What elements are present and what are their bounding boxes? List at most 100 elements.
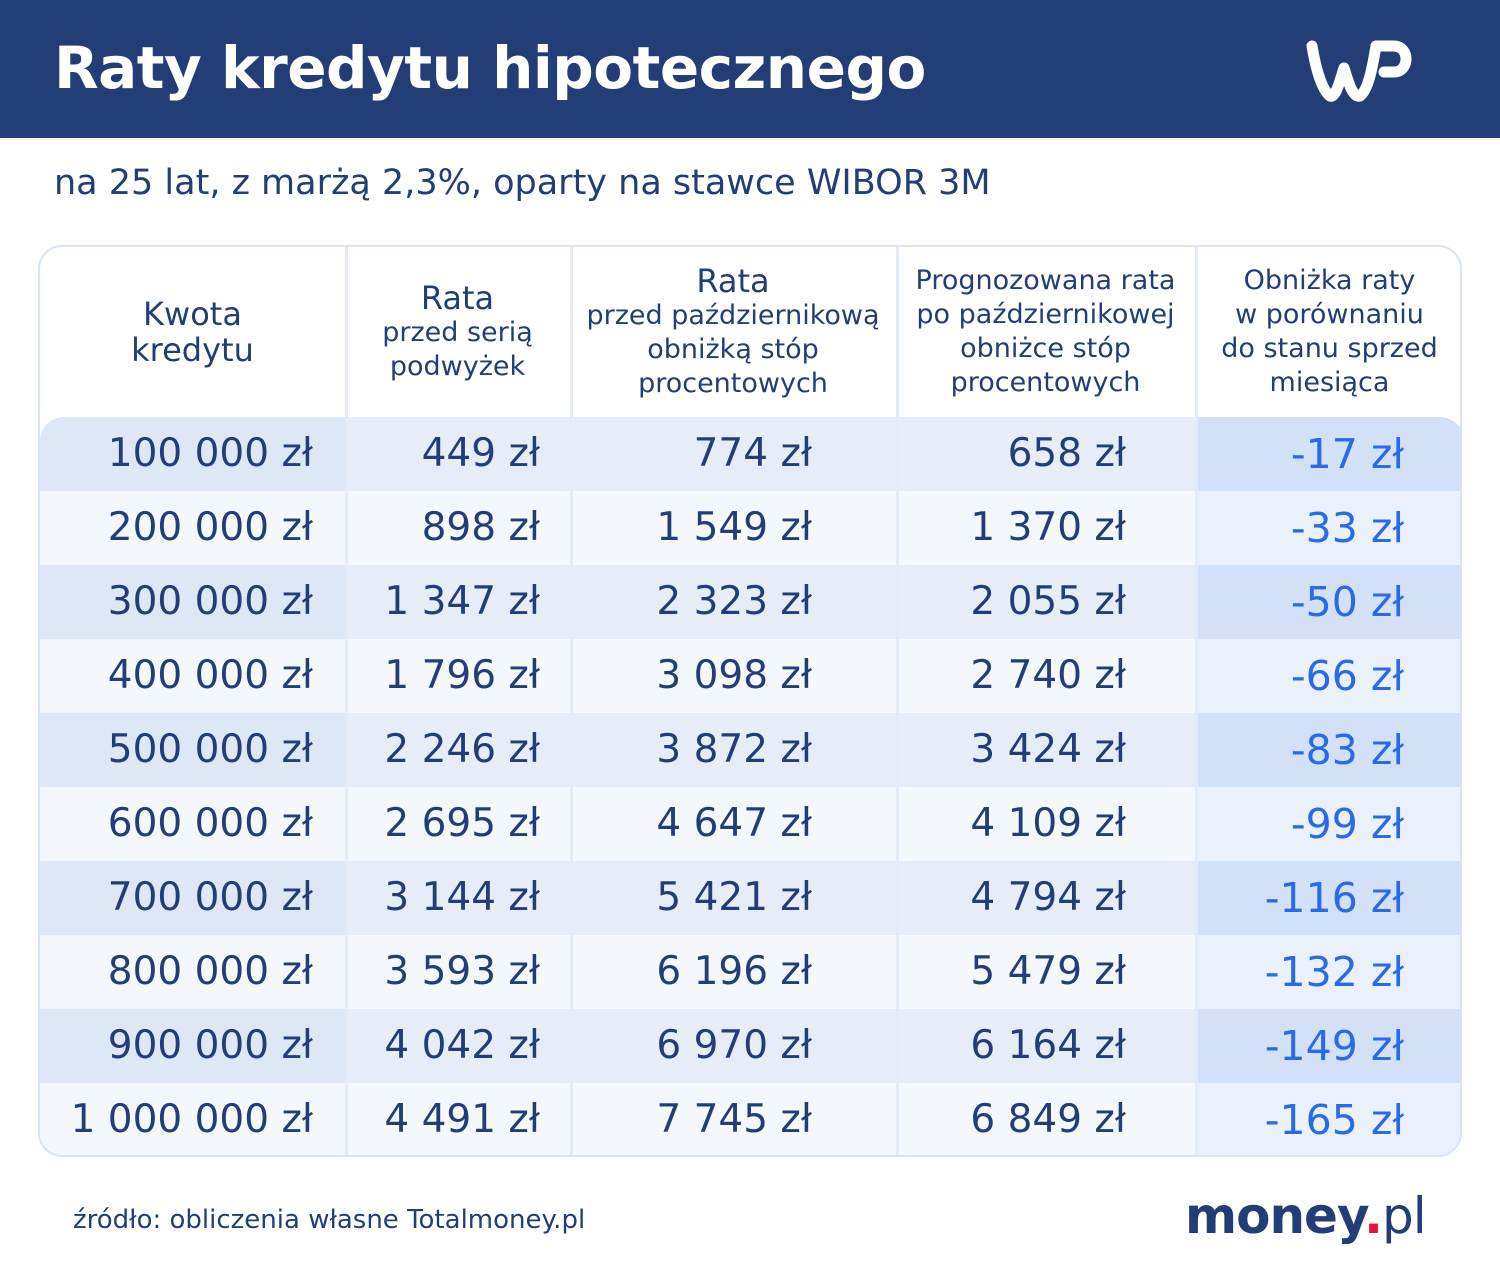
- table-row: 1 000 000 zł 4 491 zł 7 745 zł 6 849 zł -165…: [40, 1083, 1460, 1155]
- row-last-col-background: [1195, 639, 1460, 713]
- column-header-line: po październikowej: [916, 299, 1175, 330]
- column-divider: [570, 247, 573, 1155]
- source-note: źródło: obliczenia własne Totalmoney.pl: [73, 1205, 586, 1235]
- row-last-col-background: [1195, 861, 1460, 935]
- column-header: Rata przed serią podwyżek: [345, 247, 570, 417]
- reduction-cell: -132 zł: [1264, 948, 1404, 996]
- column-header-line: Kwota: [143, 295, 242, 333]
- table-row: 200 000 zł 898 zł 1 549 zł 1 370 zł -33 zł: [40, 491, 1460, 565]
- column-header-line: procentowych: [950, 367, 1141, 398]
- column-header-line: obniżce stóp: [960, 333, 1131, 364]
- table-cell: 200 000 zł: [107, 505, 313, 550]
- header-bar: Raty kredytu hipotecznego WP: [0, 0, 1500, 138]
- table-cell: 4 794 zł: [970, 875, 1126, 920]
- table-cell: 658 zł: [1007, 431, 1126, 476]
- row-last-col-background: [1195, 491, 1460, 565]
- table-cell: 400 000 zł: [107, 653, 313, 698]
- table-cell: 7 745 zł: [656, 1097, 812, 1142]
- table-row: 500 000 zł 2 246 zł 3 872 zł 3 424 zł -83 zł: [40, 713, 1460, 787]
- wp-logo: WP: [1306, 40, 1412, 102]
- reduction-cell: -50 zł: [1290, 578, 1404, 626]
- table-cell: 800 000 zł: [107, 949, 313, 994]
- table-cell: 500 000 zł: [107, 727, 313, 772]
- table-cell: 3 593 zł: [384, 949, 540, 994]
- column-header: Kwota kredytu: [40, 247, 345, 417]
- table-row: 700 000 zł 3 144 zł 5 421 zł 4 794 zł -116 z…: [40, 861, 1460, 935]
- column-divider: [345, 247, 348, 1155]
- table-cell: 6 196 zł: [656, 949, 812, 994]
- brand-main: money: [1185, 1187, 1365, 1245]
- reduction-cell: -99 zł: [1290, 800, 1404, 848]
- table-cell: 6 970 zł: [656, 1023, 812, 1068]
- table-cell: 700 000 zł: [107, 875, 313, 920]
- column-header-line: przed serią: [382, 317, 533, 348]
- brand-tld: pl: [1381, 1187, 1427, 1245]
- table-cell: 1 347 zł: [384, 579, 540, 624]
- column-header-line: Rata: [420, 279, 495, 317]
- table-row: 300 000 zł 1 347 zł 2 323 zł 2 055 zł -50 zł: [40, 565, 1460, 639]
- row-last-col-background: [1195, 1009, 1460, 1083]
- reduction-cell: -149 zł: [1264, 1022, 1404, 1070]
- column-header-line: Prognozowana rata: [915, 265, 1176, 296]
- rates-table: 100 000 zł 449 zł 774 zł 658 zł -17 zł 200 00…: [38, 245, 1462, 1157]
- reduction-cell: -66 zł: [1290, 652, 1404, 700]
- table-row: 600 000 zł 2 695 zł 4 647 zł 4 109 zł -99 zł: [40, 787, 1460, 861]
- column-header-line: miesiąca: [1269, 367, 1390, 398]
- table-cell: 898 zł: [421, 505, 540, 550]
- reduction-cell: -165 zł: [1264, 1096, 1404, 1144]
- column-header-line: procentowych: [638, 368, 828, 399]
- column-header-line: podwyżek: [389, 351, 526, 382]
- row-first-col-background: [40, 417, 345, 491]
- table-cell: 2 246 zł: [384, 727, 540, 772]
- row-first-col-background: [40, 861, 345, 935]
- table-cell: 2 695 zł: [384, 801, 540, 846]
- table-row: 400 000 zł 1 796 zł 3 098 zł 2 740 zł -66 zł: [40, 639, 1460, 713]
- table-cell: 900 000 zł: [107, 1023, 313, 1068]
- table-cell: 6 849 zł: [970, 1097, 1126, 1142]
- table-cell: 5 421 zł: [656, 875, 812, 920]
- table-cell: 1 000 000 zł: [70, 1097, 313, 1142]
- reduction-cell: -83 zł: [1290, 726, 1404, 774]
- table-cell: 449 zł: [421, 431, 540, 476]
- table-cell: 5 479 zł: [970, 949, 1126, 994]
- reduction-cell: -17 zł: [1290, 430, 1404, 478]
- column-header: Prognozowana rata po październikowej obniż…: [896, 247, 1195, 417]
- column-divider: [1195, 247, 1198, 1155]
- reduction-cell: -33 zł: [1290, 504, 1404, 552]
- row-background: [40, 491, 1195, 565]
- table-cell: 600 000 zł: [107, 801, 313, 846]
- column-header-line: Obniżka raty: [1243, 265, 1416, 296]
- table-cell: 100 000 zł: [107, 431, 313, 476]
- row-last-col-background: [1195, 713, 1460, 787]
- brand-dot: .: [1363, 1187, 1383, 1245]
- svg-text:WP: WP: [1306, 40, 1308, 41]
- row-last-col-background: [1195, 935, 1460, 1009]
- page-title: Raty kredytu hipotecznego: [54, 34, 926, 102]
- column-divider: [896, 247, 899, 1155]
- table-cell: 1 549 zł: [656, 505, 812, 550]
- table-cell: 1 796 zł: [384, 653, 540, 698]
- column-header-line: do stanu sprzed: [1221, 333, 1438, 364]
- table-cell: 2 323 zł: [656, 579, 812, 624]
- column-header-line: przed październikową: [586, 300, 880, 331]
- table-cell: 1 370 zł: [970, 505, 1126, 550]
- column-header-line: w porównaniu: [1235, 299, 1424, 330]
- row-first-col-background: [40, 565, 345, 639]
- reduction-cell: -116 zł: [1264, 874, 1404, 922]
- row-last-col-background: [1195, 417, 1460, 491]
- table-cell: 4 491 zł: [384, 1097, 540, 1142]
- table-row: 900 000 zł 4 042 zł 6 970 zł 6 164 zł -149 z…: [40, 1009, 1460, 1083]
- column-header: Rata przed październikową obniżką stóp proc…: [570, 247, 896, 417]
- row-background: [40, 935, 1195, 1009]
- row-background: [40, 639, 1195, 713]
- table-cell: 6 164 zł: [970, 1023, 1126, 1068]
- table-cell: 774 zł: [693, 431, 812, 476]
- row-last-col-background: [1195, 787, 1460, 861]
- subtitle: na 25 lat, z marżą 2,3%, oparty na stawc…: [54, 163, 991, 203]
- row-last-col-background: [1195, 1083, 1460, 1155]
- column-header-line: obniżką stóp: [647, 334, 819, 365]
- table-body: 100 000 zł 449 zł 774 zł 658 zł -17 zł 200 00…: [40, 417, 1460, 1155]
- table-cell: 300 000 zł: [107, 579, 313, 624]
- column-header: Obniżka raty w porównaniu do stanu sprzed m…: [1195, 247, 1460, 417]
- table-cell: 2 740 zł: [970, 653, 1126, 698]
